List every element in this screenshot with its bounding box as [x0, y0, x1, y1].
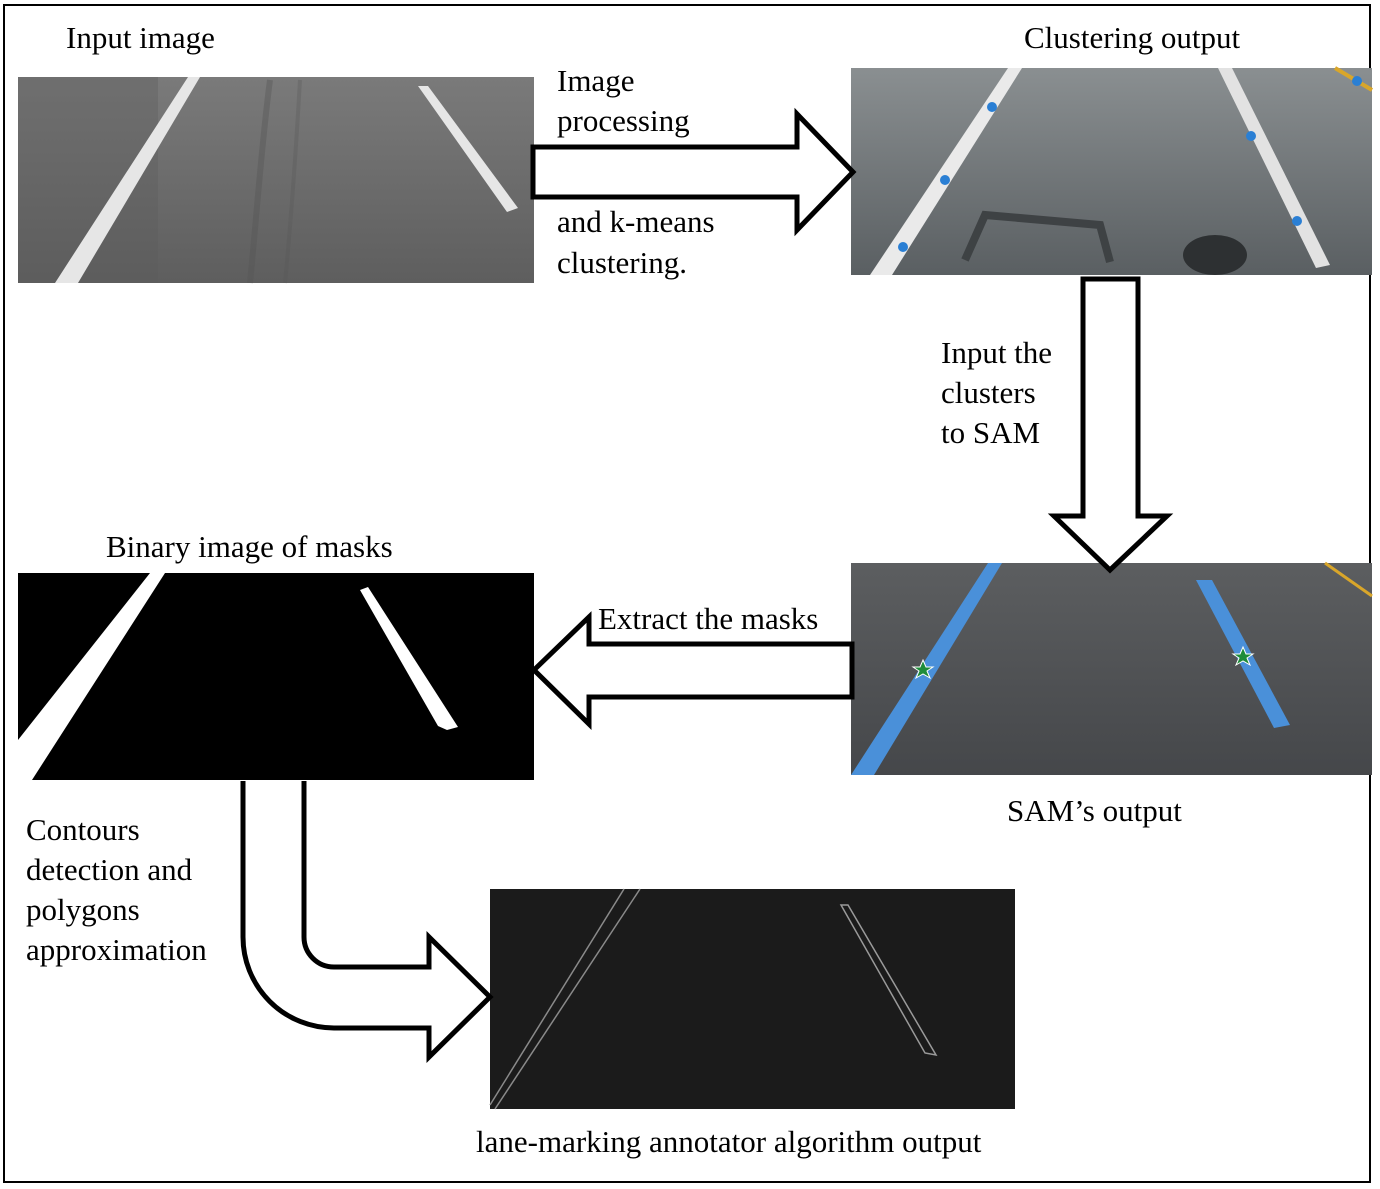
clustering-output-image — [851, 68, 1372, 275]
cluster-point — [940, 175, 950, 185]
contours-text-3: polygons — [26, 890, 140, 930]
arrow-to-sam — [1054, 279, 1167, 570]
binary-image-label: Binary image of masks — [106, 527, 393, 567]
to-sam-text-3: to SAM — [941, 413, 1040, 453]
processing-text-3: and k-means — [557, 202, 715, 242]
contour-output-image — [490, 889, 1015, 1109]
input-road-image — [18, 77, 534, 283]
processing-text-1: Image — [557, 61, 634, 101]
contours-text-1: Contours — [26, 810, 140, 850]
to-sam-text-1: Input the — [941, 333, 1052, 373]
sam-output-image — [851, 563, 1372, 775]
input-image-label: Input image — [66, 18, 215, 58]
cluster-point — [898, 242, 908, 252]
arrow-contours — [243, 781, 490, 1057]
to-sam-text-2: clusters — [941, 373, 1036, 413]
processing-text-2: processing — [557, 101, 690, 141]
clustering-output-label: Clustering output — [1024, 18, 1240, 58]
extract-text: Extract the masks — [598, 599, 818, 639]
cluster-point — [1246, 131, 1256, 141]
contours-text-2: detection and — [26, 850, 192, 890]
cluster-point — [987, 102, 997, 112]
annotator-output-label: lane-marking annotator algorithm output — [476, 1122, 981, 1162]
cluster-point — [1292, 216, 1302, 226]
contours-text-4: approximation — [26, 930, 207, 970]
binary-mask-image — [18, 573, 534, 780]
cluster-point — [1352, 76, 1362, 86]
sam-output-label: SAM’s output — [1007, 791, 1182, 831]
processing-text-4: clustering. — [557, 243, 687, 283]
